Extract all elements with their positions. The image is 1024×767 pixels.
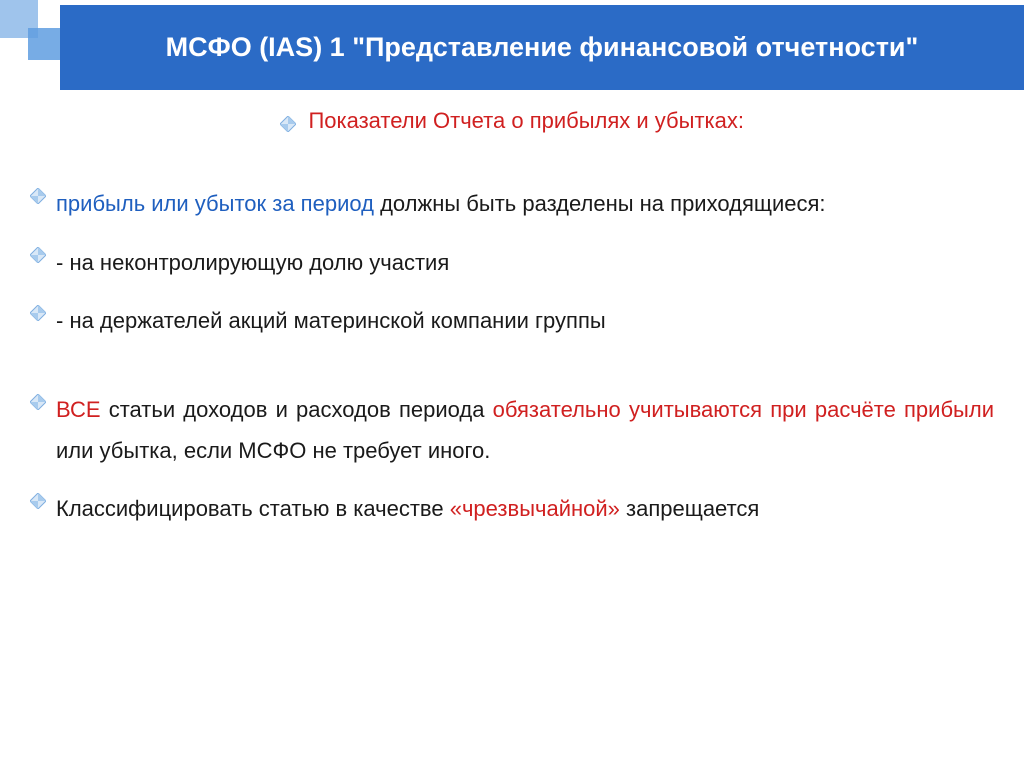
diamond-bullet-icon (280, 116, 296, 132)
text-span: запрещается (620, 496, 759, 521)
subtitle-row: Показатели Отчета о прибылях и убытках: (20, 108, 1004, 134)
text-span: - на держателей акций материнской компан… (56, 308, 606, 333)
list-item-text: - на держателей акций материнской компан… (56, 301, 994, 342)
diamond-bullet-icon (30, 188, 46, 204)
text-span: обязательно учитываются при расчёте приб… (493, 397, 994, 422)
text-span: должны быть разделены на приходящиеся: (374, 191, 826, 216)
diamond-bullet-icon (30, 394, 46, 410)
list-item: Классифицировать статью в качестве «чрез… (30, 489, 994, 530)
text-span: Классифицировать статью в качестве (56, 496, 450, 521)
list-item-text: ВСЕ статьи доходов и расходов периода об… (56, 390, 994, 471)
bullet-list: прибыль или убыток за период должны быть… (20, 184, 1004, 530)
list-item-text: прибыль или убыток за период должны быть… (56, 184, 994, 225)
text-span: - на неконтролирующую долю участия (56, 250, 449, 275)
list-gap (30, 360, 994, 390)
list-item: - на неконтролирующую долю участия (30, 243, 994, 284)
title-bar: МСФО (IAS) 1 "Представление финансовой о… (60, 5, 1024, 90)
diamond-bullet-icon (30, 493, 46, 509)
list-item: прибыль или убыток за период должны быть… (30, 184, 994, 225)
content-area: Показатели Отчета о прибылях и убытках: … (20, 100, 1004, 747)
subtitle-text: Показатели Отчета о прибылях и убытках: (308, 108, 744, 133)
corner-decoration (0, 0, 60, 70)
text-span: прибыль или убыток за период (56, 191, 374, 216)
text-span: или убытка, если МСФО не требует иного. (56, 438, 490, 463)
text-span: «чрезвычайной» (450, 496, 620, 521)
list-item: - на держателей акций материнской компан… (30, 301, 994, 342)
text-span: ВСЕ (56, 397, 101, 422)
list-item: ВСЕ статьи доходов и расходов периода об… (30, 390, 994, 471)
list-item-text: Классифицировать статью в качестве «чрез… (56, 489, 994, 530)
slide-title: МСФО (IAS) 1 "Представление финансовой о… (166, 30, 919, 65)
text-span: статьи доходов и расходов периода (101, 397, 493, 422)
list-item-text: - на неконтролирующую долю участия (56, 243, 994, 284)
diamond-bullet-icon (30, 305, 46, 321)
diamond-bullet-icon (30, 247, 46, 263)
